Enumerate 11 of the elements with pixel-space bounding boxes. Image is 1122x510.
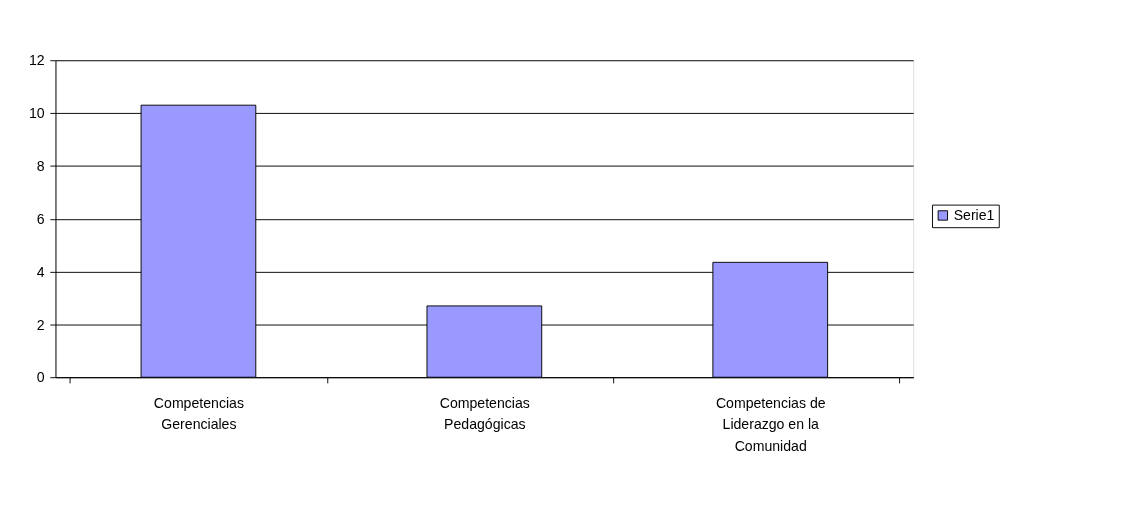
y-tick-label: 6 xyxy=(36,210,45,227)
y-tick-label: 4 xyxy=(36,263,45,280)
legend-label: Serie1 xyxy=(953,207,995,224)
x-tick-label: Competencias Pedagógicas xyxy=(439,394,530,433)
y-tick-label: 2 xyxy=(36,316,45,333)
y-tick-label: 12 xyxy=(28,52,45,69)
y-tick-label: 10 xyxy=(28,105,45,122)
y-tick-label: 8 xyxy=(36,158,45,175)
x-tick-label: Competencias Gerenciales xyxy=(153,394,244,433)
x-tick-label: Competencias de Liderazgo en la Comunidad xyxy=(715,394,826,455)
y-tick-label: 0 xyxy=(36,369,45,386)
